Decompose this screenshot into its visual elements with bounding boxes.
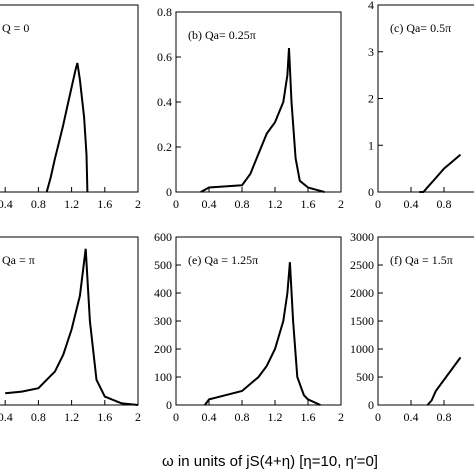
x-tick-label: 0.4 xyxy=(202,197,217,211)
x-tick-label: 1.2 xyxy=(64,410,79,424)
y-tick-label: 1 xyxy=(368,138,374,152)
y-tick-label: 0 xyxy=(368,398,374,412)
y-tick-label: 0 xyxy=(166,398,172,412)
x-tick-label: 0.8 xyxy=(235,410,250,424)
panel-title: (b) Qa= 0.25π xyxy=(188,28,256,42)
x-tick-label: 0.4 xyxy=(404,410,419,424)
y-tick-label: 400 xyxy=(154,286,172,300)
y-tick-label: 3000 xyxy=(350,230,374,244)
y-tick-label: 0.2 xyxy=(157,140,172,154)
panel-frame xyxy=(0,236,139,406)
x-tick-label: 0.8 xyxy=(437,197,452,211)
y-tick-label: 600 xyxy=(154,230,172,244)
x-axis-label: ω in units of jS(4+η) [η=10, η′=0] xyxy=(162,453,378,470)
y-tick-label: 500 xyxy=(154,258,172,272)
y-tick-label: 2 xyxy=(368,92,374,106)
y-tick-label: 2500 xyxy=(350,258,374,272)
x-tick-label: 0.4 xyxy=(0,410,13,424)
x-tick-label: 1.6 xyxy=(301,410,316,424)
y-tick-label: 1500 xyxy=(350,314,374,328)
x-tick-label: 1.2 xyxy=(268,197,283,211)
x-tick-label: 1.6 xyxy=(301,197,316,211)
y-tick-label: 3 xyxy=(368,45,374,59)
y-tick-label: 500 xyxy=(356,370,374,384)
curve xyxy=(426,356,462,406)
y-tick-label: 1000 xyxy=(350,342,374,356)
x-tick-label: 0.8 xyxy=(437,410,452,424)
x-tick-label: 0.8 xyxy=(31,197,46,211)
y-tick-label: 0 xyxy=(166,185,172,199)
x-tick-label: 2 xyxy=(135,410,141,424)
panel-title: Qa = π xyxy=(2,253,35,267)
curve xyxy=(45,62,89,193)
y-tick-label: 0.4 xyxy=(157,95,172,109)
x-tick-label: 2 xyxy=(338,197,344,211)
curve xyxy=(200,47,325,193)
curve xyxy=(419,153,462,193)
x-tick-label: 0.4 xyxy=(202,410,217,424)
panel-title: (e) Qa = 1.25π xyxy=(188,253,258,267)
x-tick-label: 0.8 xyxy=(31,410,46,424)
x-tick-label: 1.2 xyxy=(268,410,283,424)
x-tick-label: 1.6 xyxy=(97,410,112,424)
curve xyxy=(5,248,139,406)
x-tick-label: 0 xyxy=(375,410,381,424)
y-tick-label: 200 xyxy=(154,342,172,356)
x-tick-label: 0.4 xyxy=(404,197,419,211)
y-tick-label: 0 xyxy=(368,185,374,199)
panel-title: (f) Qa = 1.5π xyxy=(390,253,453,267)
x-tick-label: 2 xyxy=(135,197,141,211)
y-tick-label: 0.8 xyxy=(157,5,172,19)
panel-title: (c) Qa= 0.5π xyxy=(390,21,451,35)
x-tick-label: 0 xyxy=(173,197,179,211)
x-tick-label: 0 xyxy=(375,197,381,211)
x-tick-label: 1.2 xyxy=(64,197,79,211)
y-tick-label: 300 xyxy=(154,314,172,328)
x-tick-label: 0.4 xyxy=(0,197,13,211)
y-tick-label: 4 xyxy=(368,0,374,12)
x-tick-label: 1.6 xyxy=(97,197,112,211)
y-tick-label: 0.6 xyxy=(157,50,172,64)
y-tick-label: 2000 xyxy=(350,286,374,300)
x-tick-label: 0 xyxy=(173,410,179,424)
y-tick-label: 100 xyxy=(154,370,172,384)
x-tick-label: 2 xyxy=(338,410,344,424)
panel-title: Q = 0 xyxy=(2,21,29,35)
panel-frame xyxy=(0,4,139,193)
curve xyxy=(204,262,321,406)
x-tick-label: 0.8 xyxy=(235,197,250,211)
